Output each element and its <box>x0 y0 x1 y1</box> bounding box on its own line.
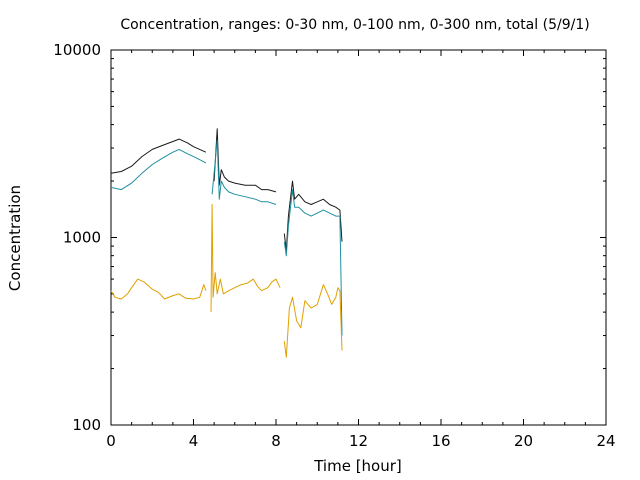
y-tick-label: 100 <box>72 416 101 434</box>
series-line-2 <box>283 189 343 336</box>
plot-frame <box>110 49 607 426</box>
x-tick-label: 4 <box>189 432 199 450</box>
y-tick-label: 10000 <box>53 41 101 59</box>
series-layer <box>110 128 343 358</box>
series-line-1 <box>110 138 207 174</box>
y-tick-label: 1000 <box>63 229 101 247</box>
series-line-2 <box>110 148 207 191</box>
x-tick-label: 8 <box>271 432 281 450</box>
x-tick-label: 0 <box>106 432 116 450</box>
axis-ticks: 0 4 8 12 16 20 24 100 1000 10000 <box>53 41 615 450</box>
series-line-3 <box>110 278 207 300</box>
x-axis-label: Time [hour] <box>313 457 402 475</box>
x-tick-label: 20 <box>514 432 533 450</box>
series-line-1 <box>283 180 343 252</box>
x-tick-label: 12 <box>349 432 368 450</box>
series-line-2 <box>211 139 277 205</box>
y-axis-label: Concentration <box>6 185 24 291</box>
series-line-1 <box>213 128 277 193</box>
series-line-3 <box>283 284 343 358</box>
chart-title: Concentration, ranges: 0-30 nm, 0-100 nm… <box>120 17 589 33</box>
series-line-3 <box>210 204 281 313</box>
x-tick-label: 24 <box>596 432 615 450</box>
x-tick-label: 16 <box>431 432 450 450</box>
